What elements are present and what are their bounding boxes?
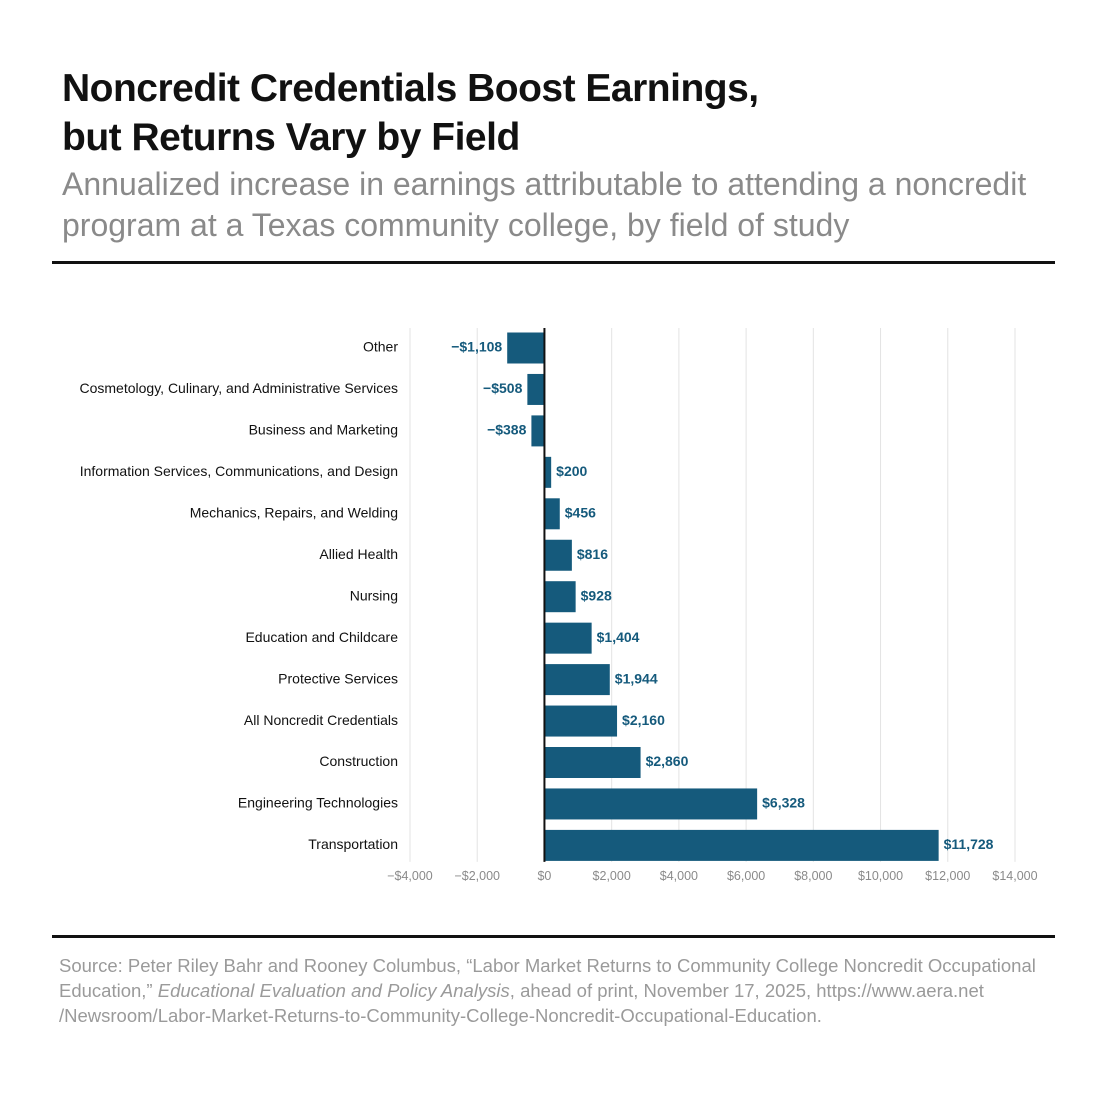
value-label: $2,860 [646, 753, 689, 769]
x-tick-label: $8,000 [794, 869, 832, 883]
category-label: Nursing [350, 587, 398, 603]
category-label: Cosmetology, Culinary, and Administrativ… [80, 380, 399, 396]
x-tick-label: −$2,000 [454, 869, 500, 883]
bar [544, 747, 641, 778]
category-label: Mechanics, Repairs, and Welding [190, 505, 398, 521]
x-tick-label: $10,000 [858, 869, 903, 883]
x-tick-label: $2,000 [593, 869, 631, 883]
x-tick-label: $12,000 [925, 869, 970, 883]
value-label: −$508 [483, 380, 523, 396]
category-label: Construction [319, 753, 398, 769]
value-label: $816 [577, 546, 608, 562]
value-label: −$1,108 [451, 339, 502, 355]
bar [544, 456, 552, 488]
category-labels: Other Cosmetology, Culinary, and Administ… [80, 339, 399, 852]
header-divider [52, 261, 1055, 264]
x-tick-label: $6,000 [727, 869, 765, 883]
bar [544, 705, 618, 737]
value-labels: −$1,108 −$508 −$388 $200 $456 $816 $928 $1,404 $… [451, 339, 993, 852]
bar [527, 373, 545, 405]
value-label: $200 [556, 463, 587, 479]
x-tick-label: $0 [537, 869, 551, 883]
bar [531, 415, 545, 447]
value-label: $11,728 [944, 836, 994, 852]
category-label: Other [363, 339, 398, 355]
category-label: Information Services, Communications, an… [80, 463, 398, 479]
value-label: −$388 [487, 422, 527, 438]
bar [544, 788, 758, 820]
bar-chart: Other Cosmetology, Culinary, and Administ… [80, 328, 1038, 883]
category-label: Business and Marketing [249, 422, 398, 438]
category-label: Transportation [308, 836, 398, 852]
bar [544, 829, 939, 861]
source-text-end: , ahead of print, November 17, 2025, htt… [59, 980, 984, 1026]
chart-title-line-2: but Returns Vary by Field [62, 116, 520, 159]
bar [544, 622, 592, 654]
value-label: $928 [581, 587, 612, 603]
value-label: $1,944 [615, 670, 658, 686]
value-label: $1,404 [597, 629, 640, 645]
category-label: Education and Childcare [245, 629, 398, 645]
bar [544, 581, 576, 613]
chart-title: Noncredit Credentials Boost Earnings, bu… [62, 64, 1062, 162]
source-note: Source: Peter Riley Bahr and Rooney Colu… [59, 953, 1069, 1028]
category-label: Engineering Technologies [238, 795, 398, 811]
category-label: Allied Health [319, 546, 398, 562]
footer-divider [52, 935, 1055, 938]
value-label: $456 [565, 505, 596, 521]
category-label: All Noncredit Credentials [244, 712, 398, 728]
x-axis-tick-labels: −$4,000 −$2,000 $0 $2,000 $4,000 $6,000 $8,000… [387, 869, 1037, 883]
source-text: Source: Peter Riley Bahr and Rooney Colu… [59, 955, 1036, 1001]
chart-subtitle-line-1: Annualized increase in earnings attribut… [62, 166, 1027, 202]
bars [507, 332, 939, 861]
x-tick-label: $4,000 [660, 869, 698, 883]
chart-subtitle-line-2: program at a Texas community college, by… [62, 207, 850, 243]
bar [507, 332, 545, 364]
gridlines [409, 328, 1016, 862]
x-tick-label: $14,000 [992, 869, 1037, 883]
source-journal: Educational Evaluation and Policy Analys… [157, 980, 510, 1001]
value-label: $2,160 [622, 712, 665, 728]
x-tick-label: −$4,000 [387, 869, 433, 883]
chart-subtitle: Annualized increase in earnings attribut… [62, 164, 1102, 246]
value-label: $6,328 [762, 795, 805, 811]
category-label: Protective Services [278, 670, 398, 686]
chart-title-line-1: Noncredit Credentials Boost Earnings, [62, 67, 759, 110]
bar [544, 664, 610, 696]
bar [544, 539, 572, 571]
bar [544, 498, 560, 530]
